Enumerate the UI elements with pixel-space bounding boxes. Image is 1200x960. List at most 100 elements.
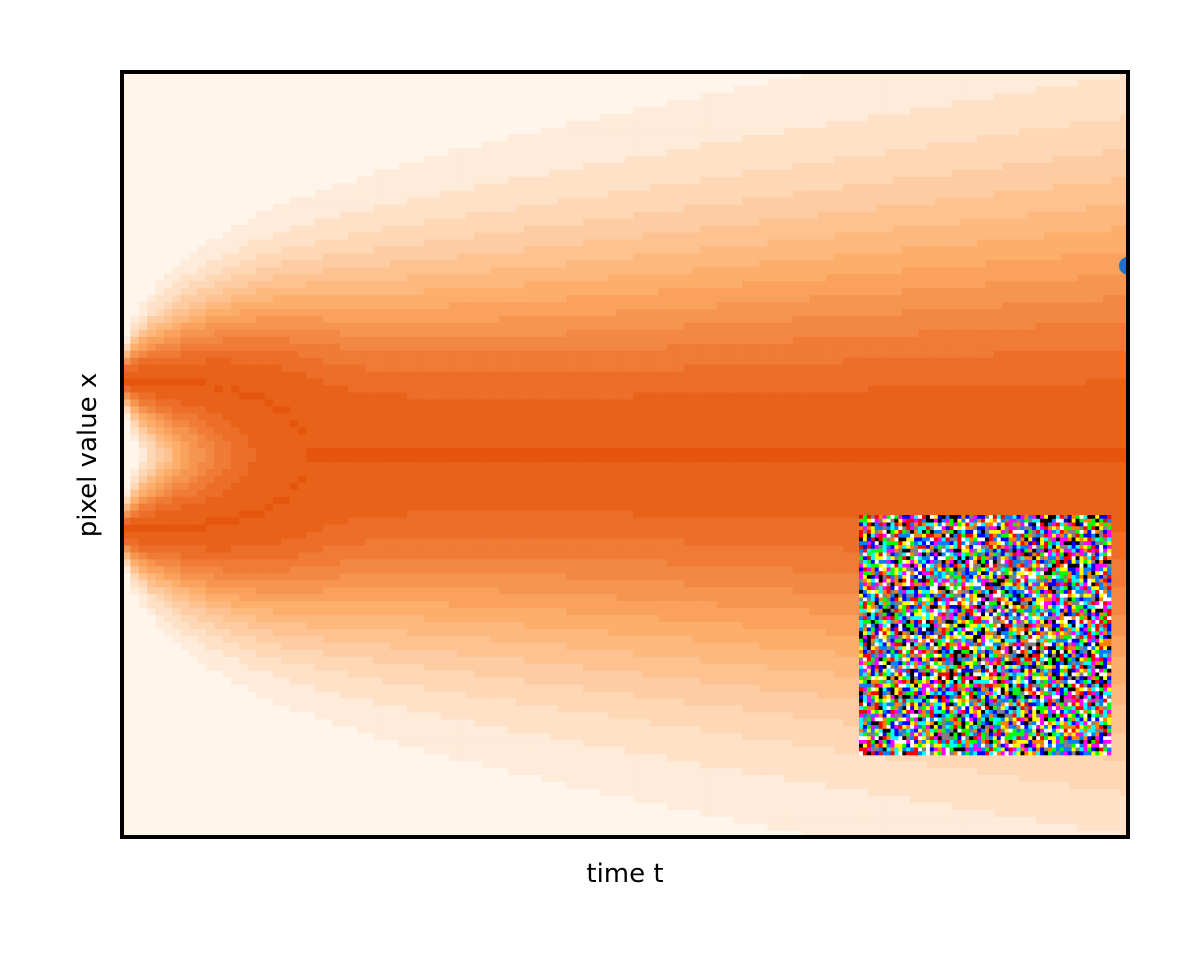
heatmap-cell	[230, 447, 240, 456]
heatmap-cell	[574, 412, 584, 421]
heatmap-cell	[398, 524, 408, 532]
heatmap-cell	[205, 350, 215, 358]
heatmap-cell	[381, 593, 391, 602]
heatmap-cell	[356, 252, 366, 261]
heatmap-cell	[583, 704, 593, 713]
heatmap-cell	[197, 614, 207, 623]
heatmap-cell	[356, 628, 366, 636]
heatmap-cell	[214, 475, 224, 483]
heatmap-cell	[180, 322, 190, 330]
heatmap-cell	[507, 677, 517, 685]
heatmap-cell	[415, 572, 425, 581]
heatmap-cell	[247, 329, 257, 337]
heatmap-cell	[507, 350, 517, 358]
heatmap-cell	[574, 398, 584, 407]
heatmap-cell	[331, 378, 341, 386]
heatmap-cell	[147, 357, 157, 365]
heatmap-cell	[474, 468, 484, 476]
heatmap-cell	[490, 252, 500, 261]
heatmap-cell	[189, 252, 199, 261]
heatmap-cell	[339, 572, 349, 581]
heatmap-cell	[205, 524, 215, 532]
heatmap-cell	[407, 350, 417, 358]
heatmap-cell	[289, 315, 299, 323]
heatmap-cell	[440, 517, 450, 525]
heatmap-cell	[306, 628, 316, 636]
heatmap-cell	[356, 544, 366, 553]
heatmap-cell	[172, 586, 182, 595]
heatmap-cell	[163, 551, 173, 560]
heatmap-cell	[532, 357, 542, 365]
heatmap-cell	[641, 677, 651, 685]
heatmap-cell	[222, 670, 232, 678]
heatmap-cell	[256, 231, 266, 240]
heatmap-cell	[583, 690, 593, 699]
heatmap-cell	[407, 711, 417, 720]
heatmap-cell	[616, 447, 626, 456]
heatmap-cell	[524, 767, 534, 776]
heatmap-cell	[574, 684, 584, 692]
heatmap-cell	[524, 558, 534, 567]
heatmap-cell	[574, 531, 584, 539]
heatmap-cell	[239, 426, 249, 435]
heatmap-cell	[256, 252, 266, 261]
heatmap-cell	[633, 704, 643, 713]
heatmap-cell	[222, 468, 232, 476]
heatmap-cell	[507, 475, 517, 483]
heatmap-cell	[633, 510, 643, 518]
heatmap-cell	[205, 378, 215, 386]
heatmap-cell	[482, 725, 492, 734]
heatmap-cell	[641, 266, 651, 275]
heatmap-cell	[323, 398, 333, 407]
heatmap-cell	[423, 252, 433, 261]
heatmap-cell	[482, 572, 492, 581]
heatmap-cell	[549, 197, 559, 205]
heatmap-cell	[122, 558, 131, 567]
heatmap-cell	[490, 572, 500, 581]
heatmap-cell	[247, 398, 257, 407]
heatmap-cell	[331, 384, 341, 393]
heatmap-cell	[524, 475, 534, 483]
heatmap-cell	[432, 183, 442, 191]
heatmap-cell	[507, 690, 517, 699]
heatmap-cell	[214, 663, 224, 671]
heatmap-cell	[432, 642, 442, 650]
heatmap-cell	[625, 586, 634, 595]
heatmap-cell	[155, 468, 165, 476]
heatmap-cell	[591, 656, 601, 664]
heatmap-cell	[415, 225, 425, 233]
heatmap-cell	[398, 642, 408, 650]
heatmap-cell	[415, 218, 425, 226]
heatmap-cell	[214, 544, 224, 553]
heatmap-cell	[641, 162, 651, 170]
heatmap-cell	[507, 266, 517, 275]
heatmap-cell	[583, 162, 593, 170]
heatmap-cell	[524, 371, 534, 379]
heatmap-cell	[256, 426, 266, 435]
heatmap-cell	[457, 204, 467, 212]
heatmap-cell	[289, 579, 299, 588]
heatmap-cell	[591, 155, 601, 164]
heatmap-cell	[331, 475, 341, 483]
heatmap-cell	[432, 169, 442, 177]
heatmap-cell	[163, 468, 173, 476]
heatmap-cell	[616, 489, 626, 497]
heatmap-cell	[381, 551, 391, 560]
heatmap-cell	[373, 565, 383, 574]
heatmap-cell	[583, 628, 593, 636]
heatmap-cell	[373, 245, 383, 254]
heatmap-cell	[532, 544, 542, 553]
heatmap-cell	[507, 391, 517, 400]
heatmap-cell	[616, 746, 626, 755]
heatmap-cell	[549, 148, 559, 157]
heatmap-cell	[147, 405, 157, 414]
heatmap-cell	[541, 690, 551, 699]
heatmap-cell	[256, 642, 266, 650]
heatmap-cell	[557, 336, 567, 344]
heatmap-cell	[465, 600, 475, 609]
heatmap-cell	[272, 461, 282, 470]
heatmap-cell	[516, 558, 525, 567]
heatmap-cell	[323, 510, 333, 518]
heatmap-cell	[499, 273, 509, 282]
heatmap-cell	[398, 510, 408, 518]
